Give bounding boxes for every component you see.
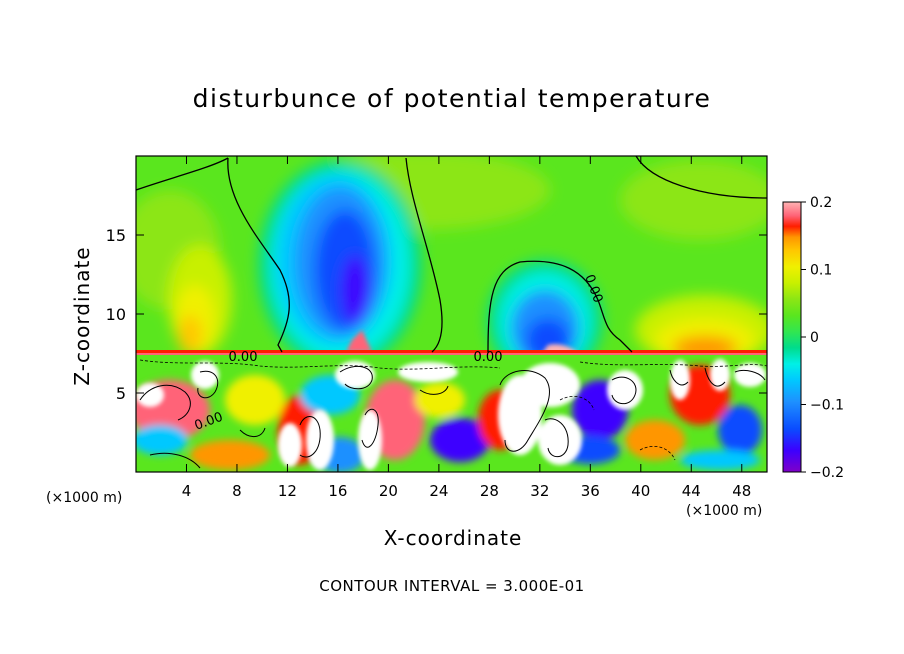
y-axis-label: Z-coordinate xyxy=(70,246,94,386)
colorbar-tick-label: −0.1 xyxy=(810,398,844,414)
contour-label: 0.00 xyxy=(229,350,258,365)
x-tick-label: 20 xyxy=(379,482,398,500)
x-tick-label: 40 xyxy=(631,482,650,500)
contour-label: 0.00 xyxy=(474,350,503,365)
colorbar-tick-label: 0.1 xyxy=(810,263,832,279)
chart-title: disturbunce of potential temperature xyxy=(192,84,712,113)
x-tick-label: 28 xyxy=(480,482,499,500)
y-tick-label: 10 xyxy=(106,305,126,324)
x-tick-label: 4 xyxy=(182,482,192,500)
colorbar: 0.2 0.1 0 −0.1 −0.2 xyxy=(782,195,844,481)
colorbar-tick-label: −0.2 xyxy=(810,465,844,481)
x-tick-label: 16 xyxy=(328,482,347,500)
x-tick-label: 24 xyxy=(429,482,448,500)
x-unit-label-left: (×1000 m) xyxy=(46,490,123,506)
contour-interval-note: CONTOUR INTERVAL = 3.000E-01 xyxy=(319,577,585,595)
x-axis-label: X-coordinate xyxy=(383,526,523,550)
colorbar-tick-label: 0.2 xyxy=(810,195,832,211)
colorbar-tick-label: 0 xyxy=(810,330,819,346)
x-tick-label: 8 xyxy=(232,482,242,500)
colorbar-ramp xyxy=(782,201,802,473)
x-tick-label: 12 xyxy=(278,482,297,500)
x-tick-label: 32 xyxy=(530,482,549,500)
x-unit-label-right: (×1000 m) xyxy=(686,503,763,519)
x-tick-label: 36 xyxy=(581,482,600,500)
y-axis: 5 10 15 xyxy=(106,226,767,403)
colorbar-ticks: 0.2 0.1 0 −0.1 −0.2 xyxy=(801,195,844,481)
x-axis: 4 8 12 16 20 24 28 32 36 40 44 48 xyxy=(182,156,751,500)
contour-lines-lower xyxy=(139,365,766,469)
heatmap-field xyxy=(136,156,767,472)
x-tick-label: 48 xyxy=(732,482,751,500)
y-tick-label: 5 xyxy=(116,384,126,403)
y-tick-label: 15 xyxy=(106,226,126,245)
x-tick-label: 44 xyxy=(682,482,701,500)
contour-lines-upper xyxy=(136,156,767,353)
